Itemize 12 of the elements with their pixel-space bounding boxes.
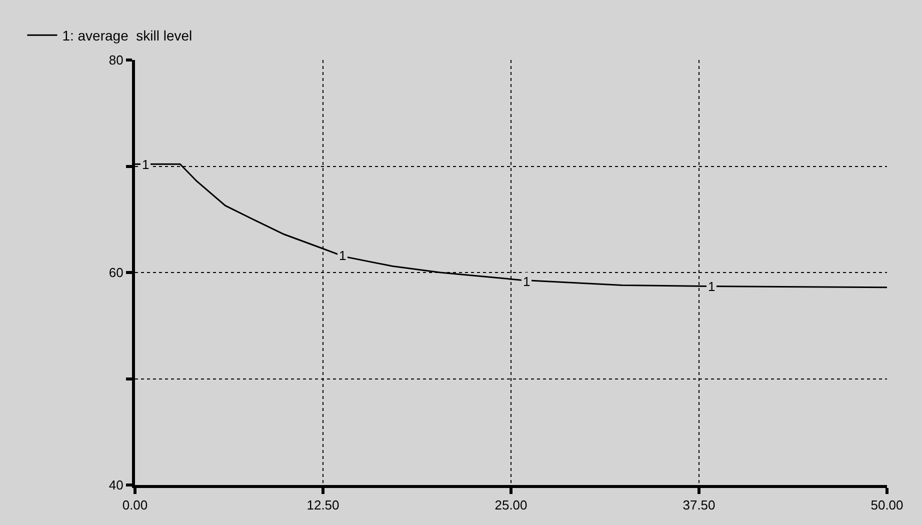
x-tick-label: 37.50 [682, 498, 716, 513]
annotation: 1 [142, 157, 150, 172]
x-tick-label: 0.00 [122, 498, 148, 513]
y-tick-label: 80 [108, 52, 124, 68]
y-tick-label: 40 [108, 478, 124, 493]
x-tick-label: 12.50 [306, 498, 340, 513]
x-tick-label: 50.00 [870, 498, 904, 513]
annotation: 1 [523, 274, 530, 289]
x-tick-label: 25.00 [494, 498, 528, 513]
y-tick-label: 60 [108, 265, 124, 280]
legend-label: 1: average skill level [62, 28, 192, 44]
annotation: 1 [708, 279, 716, 294]
